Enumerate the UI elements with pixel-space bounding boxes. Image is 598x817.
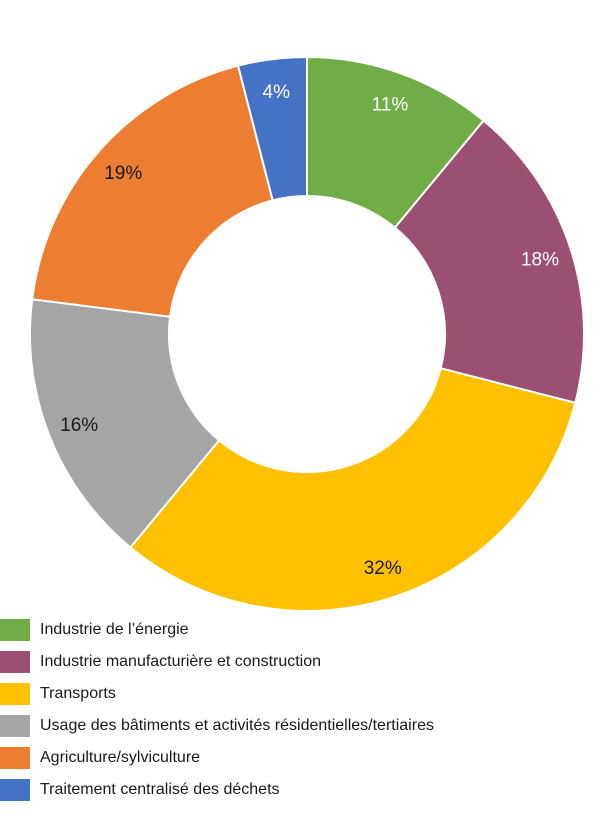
slice-3 bbox=[29, 298, 221, 549]
legend-item-1: Industrie manufacturière et construction bbox=[0, 650, 321, 674]
legend-swatch-3 bbox=[0, 715, 30, 737]
legend-item-3: Usage des bâtiments et activités résiden… bbox=[0, 714, 434, 738]
legend-swatch-1 bbox=[0, 651, 30, 673]
legend-item-0: Industrie de l’énergie bbox=[0, 618, 189, 642]
slice-5 bbox=[236, 55, 308, 202]
slice-2 bbox=[129, 367, 577, 612]
legend-label-1: Industrie manufacturière et construction bbox=[40, 653, 322, 670]
slice-label-1: 18% bbox=[521, 249, 559, 270]
slice-label-2: 32% bbox=[364, 558, 402, 579]
legend-item-2: Transports bbox=[0, 682, 116, 706]
legend-label-2: Transports bbox=[40, 685, 116, 702]
slice-label-3: 16% bbox=[60, 415, 98, 436]
slice-4 bbox=[31, 64, 274, 318]
slice-1 bbox=[393, 119, 585, 405]
legend-item-4: Agriculture/sylviculture bbox=[0, 746, 200, 770]
slice-labels: 11% 18% 32% 16% 19% 4% bbox=[60, 82, 559, 579]
legend-label-5: Traitement centralisé des déchets bbox=[40, 781, 280, 798]
legend-swatch-4 bbox=[0, 747, 30, 769]
legend-label-3: Usage des bâtiments et activités résiden… bbox=[40, 717, 434, 734]
slice-label-0: 11% bbox=[372, 94, 409, 115]
legend-label-4: Agriculture/sylviculture bbox=[40, 749, 201, 766]
donut-slices bbox=[29, 55, 585, 612]
legend-swatch-2 bbox=[0, 683, 30, 705]
legend-swatch-0 bbox=[0, 619, 30, 641]
slice-label-5: 4% bbox=[263, 82, 291, 103]
slice-label-4: 19% bbox=[104, 163, 142, 184]
legend-label-0: Industrie de l’énergie bbox=[40, 621, 189, 638]
legend-swatch-5 bbox=[0, 779, 30, 801]
legend-item-5: Traitement centralisé des déchets bbox=[0, 778, 280, 802]
